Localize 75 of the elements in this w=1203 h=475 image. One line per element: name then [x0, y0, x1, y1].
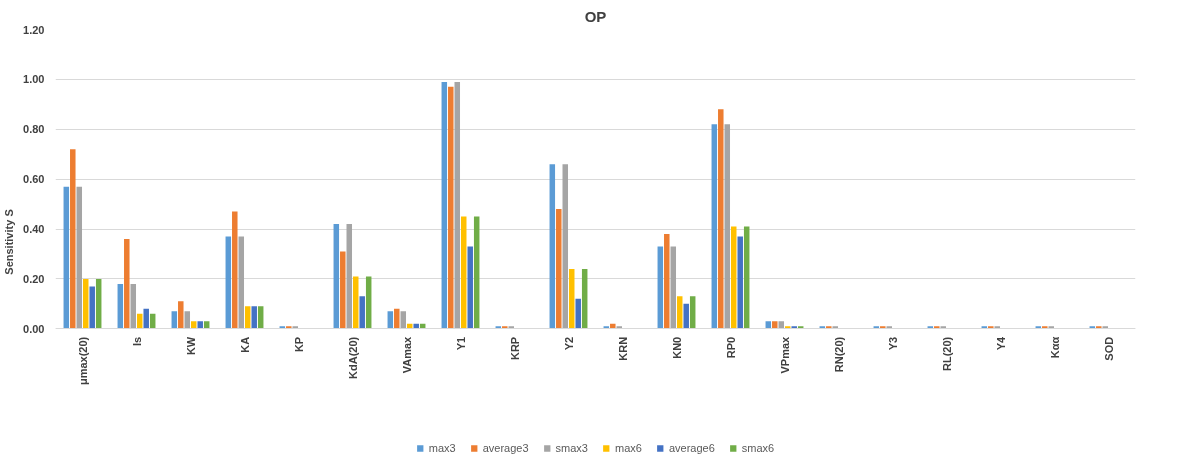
bar [730, 226, 737, 329]
bar [225, 236, 232, 329]
y-axis-title: Sensitivity S [3, 209, 16, 275]
bar [359, 296, 365, 329]
bar [549, 164, 556, 329]
bar [575, 298, 581, 329]
x-tick-label: Y4 [994, 335, 1007, 351]
bar [238, 236, 245, 329]
bar [365, 276, 372, 329]
bar [724, 124, 731, 329]
chart-title: OP [584, 7, 607, 25]
x-tick-label: Y2 [562, 336, 575, 351]
bar [711, 124, 718, 329]
bar [70, 149, 76, 329]
legend-label: average6 [668, 442, 715, 454]
bar [333, 224, 340, 329]
x-tick-label: KRN [616, 336, 629, 361]
bar [340, 251, 346, 329]
x-tick-label: KP [292, 336, 305, 353]
legend-label: max3 [428, 442, 456, 454]
bar [718, 109, 724, 329]
x-tick-label: VAmax [400, 335, 413, 374]
x-tick-label: KN0 [670, 336, 683, 359]
x-tick-label: RP0 [724, 336, 737, 359]
y-tick-label: 0.20 [23, 272, 45, 285]
y-tick-label: 0.80 [23, 123, 45, 136]
bar [251, 306, 257, 329]
bar [124, 239, 130, 329]
bar [352, 276, 359, 329]
bar [441, 81, 448, 329]
x-tick-label: VPmax [778, 335, 791, 374]
bar [473, 216, 480, 329]
bar [664, 234, 670, 329]
bar [63, 186, 70, 329]
legend-label: max6 [615, 442, 642, 454]
x-tick-label: Y1 [454, 336, 467, 351]
bar [737, 236, 743, 329]
bar [460, 216, 467, 329]
y-tick-label: 0.00 [23, 322, 45, 335]
bar [556, 209, 562, 329]
x-tick-label: μmax(20) [76, 336, 89, 386]
x-tick-label: KdA(20) [346, 336, 359, 379]
x-tick-label: RL(20) [940, 336, 953, 372]
bar [394, 308, 400, 329]
x-tick-label: KRP [508, 336, 521, 361]
legend-label: average3 [482, 442, 529, 454]
y-tick-label: 1.20 [23, 23, 45, 36]
bar [197, 321, 203, 329]
bar [89, 286, 95, 329]
x-tick-label: SOD [1102, 336, 1115, 361]
bar [657, 246, 664, 329]
bar [454, 81, 461, 329]
x-tick-label: Is [130, 336, 143, 346]
y-tick-label: 0.40 [23, 223, 45, 236]
legend-label: smax6 [741, 442, 775, 454]
bar [448, 86, 454, 329]
bar [670, 246, 677, 329]
bar [232, 211, 238, 329]
legend-label: smax3 [555, 442, 588, 454]
x-tick-label: KW [184, 336, 197, 356]
x-tick-label: RN(20) [832, 336, 845, 373]
y-tick-label: 0.60 [23, 173, 45, 186]
bar [178, 301, 184, 329]
bar [772, 321, 778, 329]
bar [467, 246, 473, 329]
x-tick-label: Kαα [1048, 336, 1061, 359]
x-tick-label: KA [238, 336, 251, 353]
x-tick-label: Y3 [886, 336, 899, 351]
bar [683, 303, 689, 329]
bar [743, 226, 750, 329]
bar [76, 186, 83, 329]
y-tick-label: 1.00 [23, 73, 45, 86]
bar [143, 308, 149, 329]
bar [346, 224, 353, 329]
bar [562, 164, 569, 329]
